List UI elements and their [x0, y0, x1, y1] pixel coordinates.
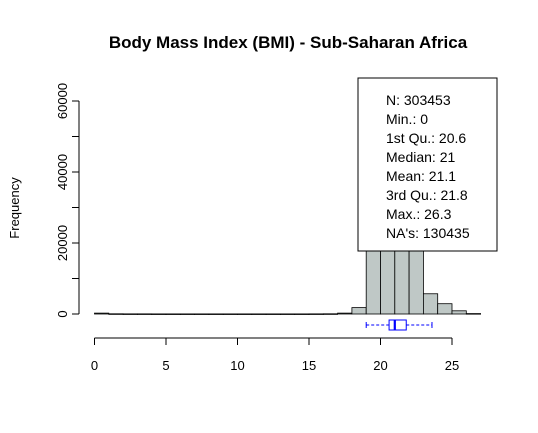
histogram-bar: [222, 313, 238, 315]
stats-line: Min.: 0: [386, 111, 428, 127]
histogram-bar: [279, 313, 296, 315]
y-axis-label: Frequency: [7, 177, 22, 239]
x-tick-label: 15: [302, 358, 316, 373]
histogram-bar: [237, 313, 253, 315]
stats-line: NA's: 130435: [386, 225, 470, 241]
histogram-bar: [179, 313, 196, 315]
histogram-bar: [437, 303, 453, 315]
x-tick-label: 25: [445, 358, 459, 373]
histogram-bar: [108, 313, 124, 315]
histogram-bar: [422, 293, 439, 315]
histogram-bar: [322, 313, 338, 315]
y-tick-label: 40000: [55, 154, 70, 190]
x-tick-label: 5: [162, 358, 169, 373]
histogram-bar: [308, 313, 324, 315]
y-tick-label: 0: [55, 310, 70, 317]
x-axis: 0 5 10 15 20 25: [91, 337, 459, 373]
histogram-bar: [465, 313, 481, 315]
histogram-bar: [122, 313, 138, 315]
histogram-bar: [94, 312, 110, 315]
histogram-bar: [194, 313, 210, 315]
stats-line: 1st Qu.: 20.6: [386, 130, 466, 146]
x-tick-label: 10: [230, 358, 244, 373]
histogram-bar: [337, 312, 353, 315]
stats-box-frame: [357, 77, 498, 252]
boxplot: [365, 319, 433, 331]
stats-line: Median: 21: [386, 149, 455, 165]
histogram-bar: [151, 313, 167, 315]
y-tick-label: 20000: [55, 225, 70, 261]
stats-line: Max.: 26.3: [386, 206, 452, 222]
stats-line: 3rd Qu.: 21.8: [386, 187, 468, 203]
y-axis: 0 20000 40000 60000: [55, 83, 80, 318]
boxplot-box: [388, 319, 407, 331]
histogram-bar: [251, 313, 267, 315]
histogram-bar: [294, 313, 310, 315]
stats-line: Mean: 21.1: [386, 168, 456, 184]
chart-title: Body Mass Index (BMI) - Sub-Saharan Afri…: [109, 33, 468, 52]
stats-line: N: 303453: [386, 92, 451, 108]
x-tick-label: 0: [91, 358, 98, 373]
y-tick-label: 60000: [55, 83, 70, 119]
histogram-bar: [208, 313, 224, 315]
histogram-bar: [265, 313, 281, 315]
histogram-bar: [351, 307, 367, 315]
histogram-bar: [136, 313, 153, 315]
histogram-bar: [451, 310, 467, 315]
histogram-bar: [165, 313, 181, 315]
x-tick-label: 20: [373, 358, 387, 373]
stats-box: N: 303453 Min.: 0 1st Qu.: 20.6 Median: 21 M…: [357, 77, 498, 252]
